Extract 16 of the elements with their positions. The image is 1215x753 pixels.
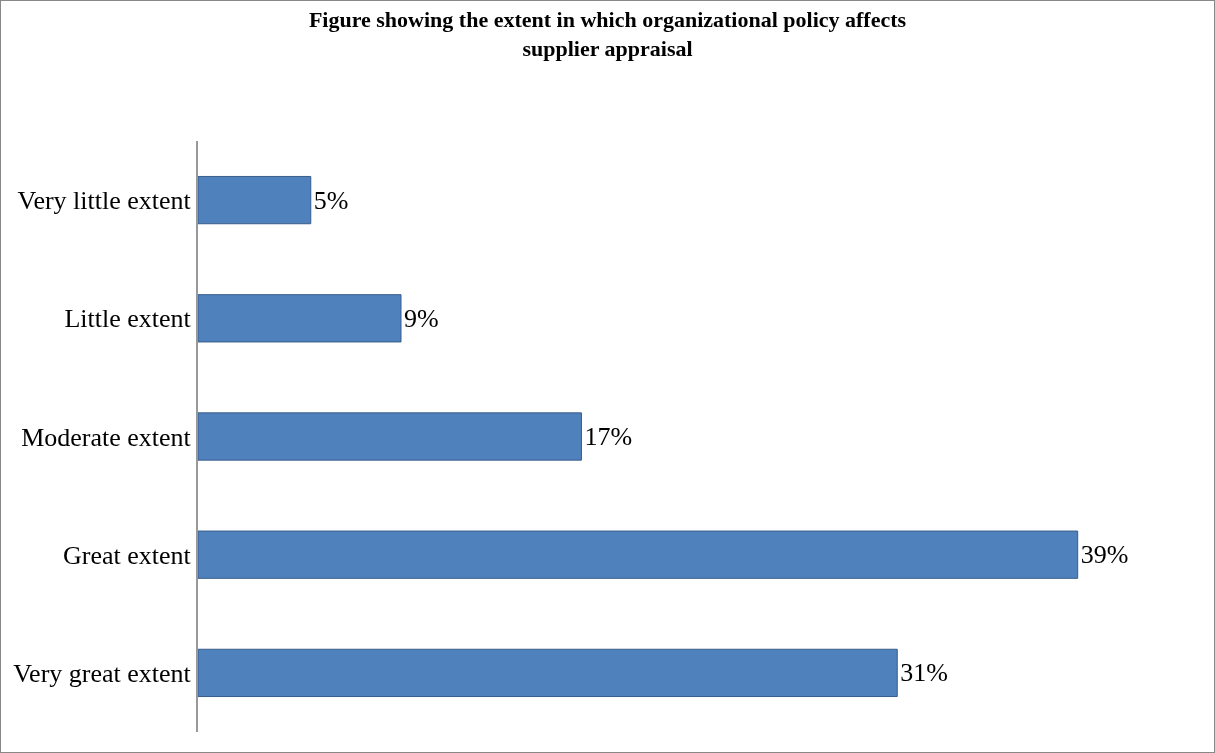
y-tick-label: Little extent (64, 304, 192, 334)
bar (198, 530, 1079, 579)
bar (198, 412, 582, 461)
data-label: 9% (404, 303, 439, 333)
bar (198, 294, 402, 343)
y-tick-label: Very great extent (13, 659, 192, 688)
chart-title: Figure showing the extent in which organizational policy affects supplier appraisal (308, 7, 907, 61)
bar (198, 175, 312, 225)
data-label: 39% (1080, 540, 1129, 570)
y-tick-label: Very little extent (17, 186, 192, 216)
data-label: 17% (584, 422, 633, 451)
data-label: 5% (313, 185, 349, 215)
y-tick-label: Moderate extent (21, 422, 192, 452)
bar (198, 648, 898, 698)
y-tick-label: Great extent (63, 540, 192, 570)
data-label: 31% (900, 658, 948, 688)
